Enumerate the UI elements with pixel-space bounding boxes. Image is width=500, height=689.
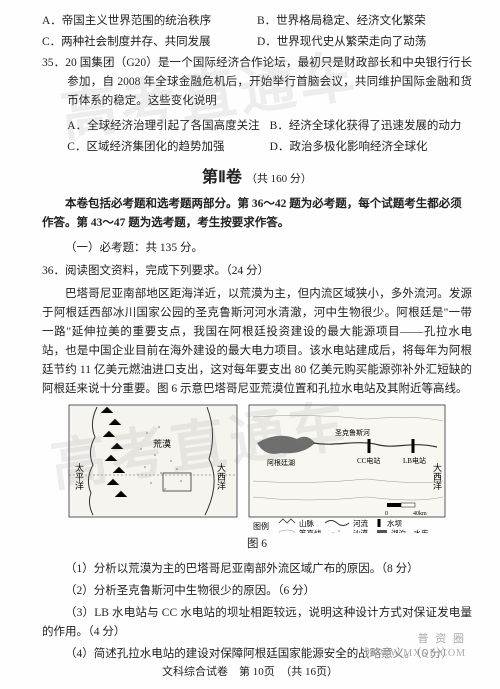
q35-opt-b: B．经济全球化获得了迅速发展的动力 — [270, 117, 472, 136]
section2-title-main: 第Ⅱ卷 — [202, 169, 242, 186]
section2-title: 第Ⅱ卷 （共 160 分） — [42, 165, 472, 191]
q34-options-row1: A．帝国主义世界范围的统治秩序 B．世界格局稳定、经济文化繁荣 — [42, 12, 472, 31]
legend-mountain: 山脉 — [299, 518, 314, 528]
map-ccdam-label: CC电站 — [357, 456, 380, 465]
section2-desc: 本卷包括必考题和选考题两部分。第 36～42 题为必考题，每个试题考生都必须作答… — [42, 195, 472, 233]
section2-title-sub: （共 160 分） — [246, 173, 312, 185]
legend-dam: 水坝 — [387, 518, 402, 528]
section2-req-heading: （一）必考题：共 135 分。 — [42, 239, 472, 258]
legend-contour: 等高线 — [299, 528, 322, 533]
map-pacific-label: 太平洋 — [74, 462, 84, 491]
legend-title: 图例 — [253, 521, 269, 531]
q34-opt-d: D．世界现代史从繁荣走向了动荡 — [257, 33, 472, 52]
q35-opt-a: A．全球经济治理引起了各国高度关注 — [67, 117, 269, 136]
q34-opt-b: B．世界格局稳定、经济文化繁荣 — [257, 12, 472, 31]
q35-options-row1: A．全球经济治理引起了各国高度关注 B．经济全球化获得了迅速发展的动力 — [42, 117, 472, 136]
legend-lake: 湖泊、水库 — [391, 528, 429, 533]
legend-river: 河流 — [353, 518, 368, 528]
svg-text:0: 0 — [385, 511, 388, 517]
figure-6: 50°S 太平洋 荒漠 大西洋 阿根廷湖 圣克鲁斯河 CC电站 LB电站 大西洋… — [42, 403, 472, 533]
q35-opt-d: D．政治多极化影响经济全球化 — [270, 138, 472, 157]
figure-6-caption: 图 6 — [42, 535, 472, 554]
legend-desert: 沙漠 — [353, 528, 368, 533]
source-logo-2: WWW.MXQE.COM — [365, 645, 470, 664]
q36-para: 巴塔哥尼亚南部地区距海洋近，以荒漠为主，但内流区域狭小，多外流河。发源于阿根廷西… — [42, 285, 472, 399]
q34-opt-c: C．两种社会制度并存、共同发展 — [42, 33, 257, 52]
q35-opt-c: C．区域经济集团化的趋势加强 — [67, 138, 269, 157]
q34-opt-a: A．帝国主义世界范围的统治秩序 — [42, 12, 257, 31]
map-desert-label: 荒漠 — [153, 439, 171, 449]
map-atlantic-label: 大西洋 — [216, 462, 226, 491]
q34-options-row2: C．两种社会制度并存、共同发展 D．世界现代史从繁荣走向了动荡 — [42, 33, 472, 52]
q35-options-row2: C．区域经济集团化的趋势加强 D．政治多极化影响经济全球化 — [42, 138, 472, 157]
q36-sub3: （3）LB 水电站与 CC 水电站的坝址相距较远，说明这种设计方式对保证发电量的… — [42, 604, 472, 642]
map-lake-label: 阿根廷湖 — [267, 458, 295, 467]
q35-stem: 35．20 国集团（G20）是一个国际经济合作论坛，最初只是财政部长和中央银行行… — [42, 54, 472, 111]
map-river-label: 圣克鲁斯河 — [335, 428, 370, 437]
page-footer: 文科综合试卷 第 10页 （共 16页） — [0, 663, 500, 681]
q36-sub1: （1）分析以荒漠为主的巴塔哥尼亚南部外流区域广布的原因。（8 分） — [42, 560, 472, 579]
q36-sub2: （2）分析圣克鲁斯河中生物很少的原因。（6 分） — [42, 582, 472, 601]
map-atlantic-label-2: 大西洋 — [432, 462, 442, 491]
svg-text:40km: 40km — [413, 511, 427, 517]
map-lbdam-label: LB电站 — [403, 456, 426, 465]
q36-lead: 36．阅读图文资料，完成下列要求。（24 分） — [42, 262, 472, 281]
